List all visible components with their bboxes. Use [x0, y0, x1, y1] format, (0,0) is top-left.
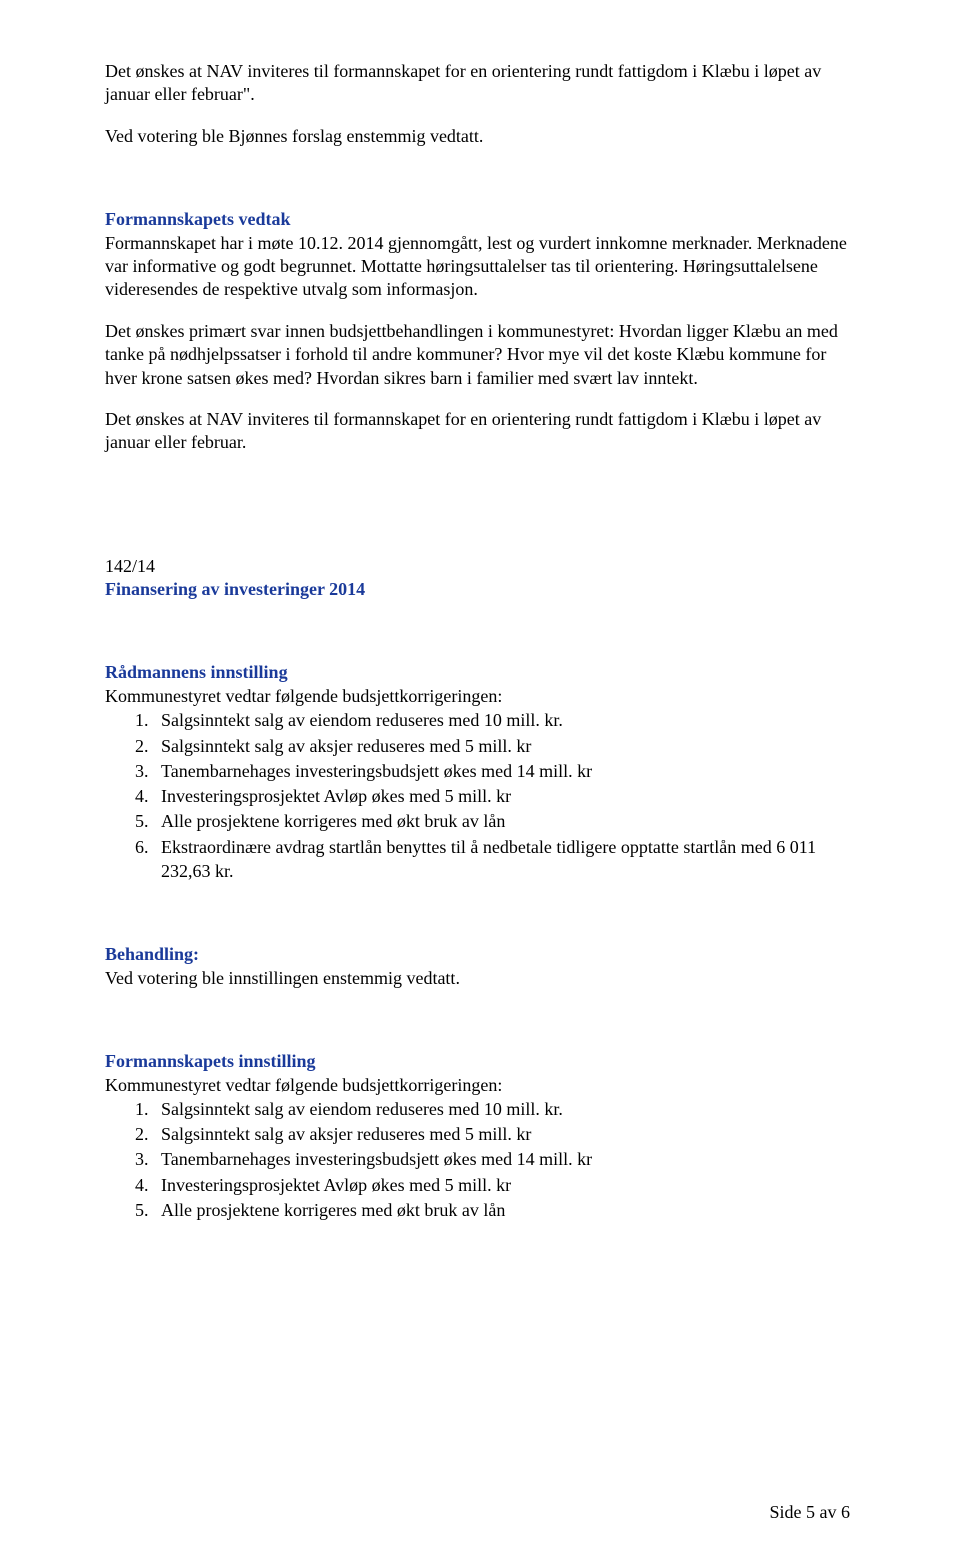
list-item: Salgsinntekt salg av eiendom reduseres m… — [153, 708, 850, 732]
page-footer: Side 5 av 6 — [770, 1502, 851, 1523]
list-item: Investeringsprosjektet Avløp økes med 5 … — [153, 784, 850, 808]
case-header: 142/14 Finansering av investeringer 2014 — [105, 555, 850, 602]
behandling-text: Ved votering ble innstillingen enstemmig… — [105, 967, 850, 990]
list-item: Salgsinntekt salg av eiendom reduseres m… — [153, 1097, 850, 1121]
innstilling-intro: Kommunestyret vedtar følgende budsjettko… — [105, 685, 850, 708]
paragraph-vedtak-3: Det ønskes at NAV inviteres til formanns… — [105, 408, 850, 455]
case-title: Finansering av investeringer 2014 — [105, 578, 850, 601]
list-item: Tanembarnehages investeringsbudsjett øke… — [153, 1147, 850, 1171]
list-item: Tanembarnehages investeringsbudsjett øke… — [153, 759, 850, 783]
list-item: Investeringsprosjektet Avløp økes med 5 … — [153, 1173, 850, 1197]
heading-formannskapets-vedtak: Formannskapets vedtak — [105, 208, 850, 231]
case-number: 142/14 — [105, 555, 850, 578]
page: Det ønskes at NAV inviteres til formanns… — [0, 0, 960, 1559]
heading-fs-innstilling: Formannskapets innstilling — [105, 1050, 850, 1073]
paragraph-vote-1: Ved votering ble Bjønnes forslag enstemm… — [105, 125, 850, 148]
list-item: Ekstraordinære avdrag startlån benyttes … — [153, 835, 850, 884]
paragraph-nav-invite-1: Det ønskes at NAV inviteres til formanns… — [105, 60, 850, 107]
innstilling-list-1: Salgsinntekt salg av eiendom reduseres m… — [105, 708, 850, 883]
list-item: Alle prosjektene korrigeres med økt bruk… — [153, 1198, 850, 1222]
list-item: Salgsinntekt salg av aksjer reduseres me… — [153, 734, 850, 758]
list-item: Alle prosjektene korrigeres med økt bruk… — [153, 809, 850, 833]
paragraph-vedtak-2: Det ønskes primært svar innen budsjettbe… — [105, 320, 850, 390]
heading-behandling: Behandling: — [105, 943, 850, 966]
fs-innstilling-intro: Kommunestyret vedtar følgende budsjettko… — [105, 1074, 850, 1097]
heading-radmannens-innstilling: Rådmannens innstilling — [105, 661, 850, 684]
paragraph-vedtak-1: Formannskapet har i møte 10.12. 2014 gje… — [105, 232, 850, 302]
list-item: Salgsinntekt salg av aksjer reduseres me… — [153, 1122, 850, 1146]
innstilling-list-2: Salgsinntekt salg av eiendom reduseres m… — [105, 1097, 850, 1222]
